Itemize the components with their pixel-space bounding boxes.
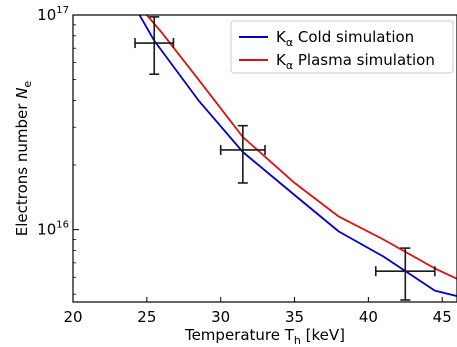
x-axis-label-main: Temperature T: [184, 326, 295, 344]
x-tick-label: 30: [211, 308, 230, 326]
x-tick-label: 25: [137, 308, 156, 326]
series-line-plasma: [146, 15, 457, 280]
y-tick-label: 1017: [37, 5, 69, 24]
legend-label-cold: Kα Cold simulation: [276, 28, 414, 49]
x-axis-label-subscript: h: [294, 334, 301, 347]
x-tick-label: 35: [285, 308, 304, 326]
legend-box: [230, 20, 454, 74]
x-tick-label: 40: [359, 308, 378, 326]
x-axis-label: Temperature Th [keV]: [184, 326, 345, 347]
y-axis-label-symbol: N: [13, 88, 31, 99]
measurement-point: [134, 16, 175, 75]
y-tick-label: 1016: [37, 220, 69, 239]
plot-area: [134, 15, 457, 301]
x-axis-label-unit: [keV]: [301, 326, 345, 344]
plot-frame: [72, 14, 457, 303]
axis-ticks: 20 25 30 35 40 45 1016 1017: [37, 5, 452, 326]
series-line-cold: [138, 15, 457, 297]
legend: Kα Cold simulation Kα Plasma simulation: [230, 20, 454, 74]
y-axis-label-subscript: e: [21, 81, 34, 88]
x-tick-label: 20: [63, 308, 82, 326]
y-axis-label-main: Electrons number: [13, 99, 31, 236]
x-tick-label: 45: [433, 308, 452, 326]
measurement-point: [219, 124, 266, 184]
y-axis-label: Electrons number Ne: [13, 81, 34, 237]
legend-label-plasma: Kα Plasma simulation: [276, 51, 435, 72]
measurement-point: [374, 247, 436, 301]
